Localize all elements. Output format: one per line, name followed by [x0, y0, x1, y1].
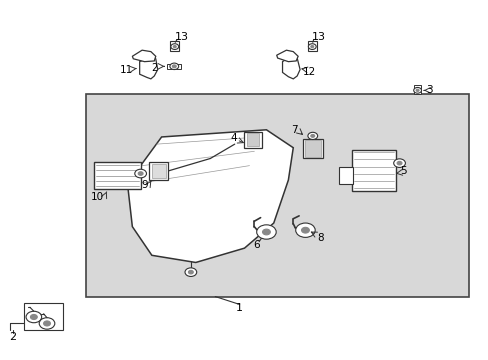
Circle shape — [26, 311, 41, 323]
Bar — [244, 132, 261, 148]
Bar — [167, 64, 181, 69]
Circle shape — [169, 63, 178, 69]
Circle shape — [262, 229, 270, 235]
Text: 7: 7 — [290, 125, 297, 135]
Polygon shape — [140, 56, 158, 79]
Circle shape — [393, 159, 405, 167]
Circle shape — [172, 65, 176, 68]
Circle shape — [184, 268, 196, 276]
Bar — [305, 140, 320, 157]
Circle shape — [415, 89, 418, 91]
Bar — [86, 94, 468, 297]
Text: 2: 2 — [151, 63, 158, 73]
Bar — [246, 134, 259, 146]
Circle shape — [310, 134, 314, 137]
Circle shape — [39, 318, 55, 329]
Polygon shape — [127, 130, 293, 262]
Bar — [307, 41, 316, 51]
Circle shape — [413, 87, 421, 93]
Bar — [351, 149, 395, 191]
Text: 1: 1 — [236, 303, 243, 314]
Circle shape — [310, 45, 313, 48]
Bar — [24, 303, 63, 330]
Bar — [303, 139, 322, 158]
Circle shape — [256, 225, 276, 239]
Text: 8: 8 — [317, 233, 324, 243]
Text: 13: 13 — [311, 32, 325, 41]
Circle shape — [170, 44, 178, 49]
Bar — [149, 162, 167, 180]
Bar — [152, 164, 165, 178]
Circle shape — [295, 223, 315, 237]
Bar — [338, 167, 352, 184]
Polygon shape — [276, 50, 298, 62]
Circle shape — [396, 161, 401, 165]
Text: 3: 3 — [426, 85, 432, 95]
Text: 2: 2 — [9, 332, 17, 342]
Circle shape — [307, 132, 317, 139]
Circle shape — [135, 169, 146, 178]
Circle shape — [308, 44, 316, 49]
Circle shape — [138, 172, 143, 175]
Text: 11: 11 — [120, 65, 133, 75]
Text: 9: 9 — [142, 180, 148, 190]
Bar — [94, 162, 141, 189]
Circle shape — [30, 315, 37, 319]
Bar — [413, 85, 420, 94]
Text: 5: 5 — [399, 166, 406, 176]
Polygon shape — [132, 50, 156, 62]
Text: 6: 6 — [253, 240, 260, 250]
Circle shape — [301, 227, 309, 233]
Text: 12: 12 — [303, 67, 316, 77]
Polygon shape — [282, 55, 300, 79]
Text: 10: 10 — [90, 192, 103, 202]
Circle shape — [188, 270, 193, 274]
Circle shape — [173, 45, 176, 48]
Text: 4: 4 — [230, 133, 237, 143]
Bar — [170, 41, 179, 51]
Circle shape — [43, 321, 50, 326]
Text: 13: 13 — [175, 32, 189, 41]
